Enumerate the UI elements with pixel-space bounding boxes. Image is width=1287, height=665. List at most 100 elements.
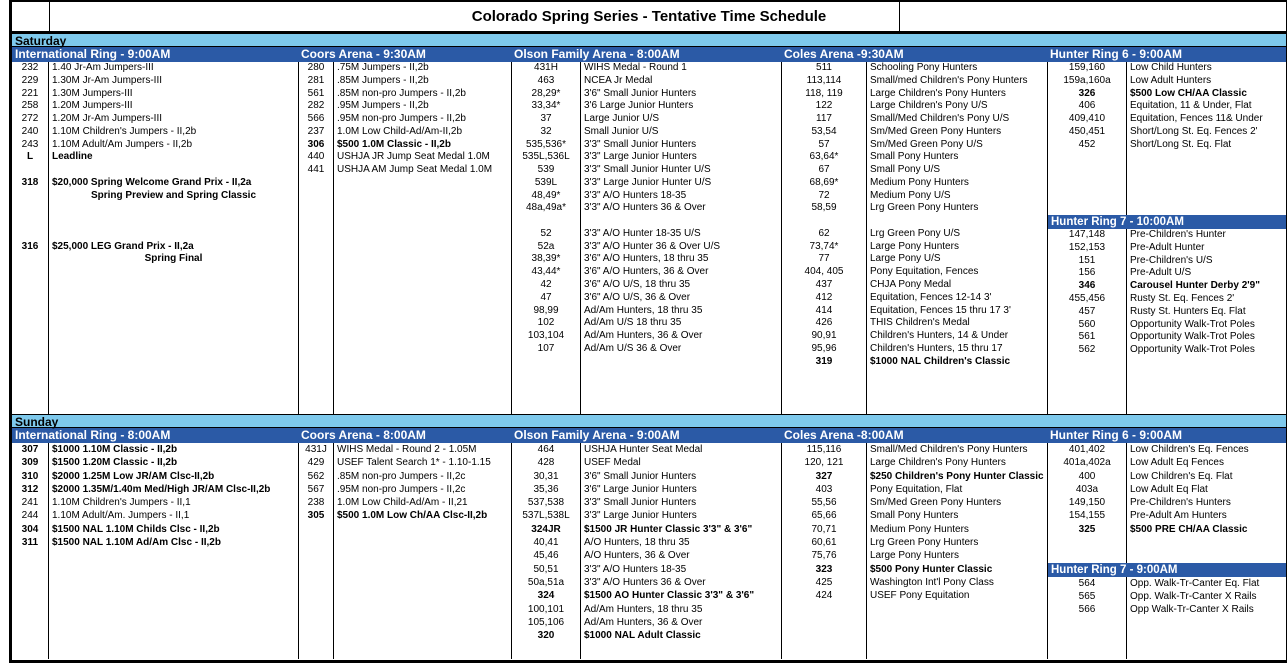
schedule-row (12, 266, 298, 280)
class-description: $1500 AO Hunter Classic 3'3" & 3'6" (584, 590, 755, 602)
schedule-row: 401a,402a Low Adult Eq Fences (1048, 456, 1286, 470)
class-number: 323 (782, 562, 867, 576)
class-description: $500 1.0M Classic - II,2b (337, 138, 451, 150)
class-description (1127, 536, 1286, 549)
class-description: Low Child Hunters (1130, 62, 1212, 73)
class-description (49, 549, 298, 562)
schedule-row (299, 642, 511, 656)
schedule-row: 48a,49a* 3'3" A/O Hunters 36 & Over (512, 202, 781, 216)
class-description (49, 279, 298, 292)
schedule-row (782, 629, 1047, 643)
class-number (299, 304, 334, 318)
class-description (334, 177, 511, 190)
class-number: 43,44* (512, 266, 581, 280)
schedule-row: 30,31 3'6" Small Junior Hunters (512, 469, 781, 483)
class-number (12, 266, 49, 280)
class-number: 404, 405 (782, 266, 867, 280)
schedule-row (299, 176, 511, 190)
schedule-row: 122 Large Children's Pony U/S (782, 100, 1047, 114)
schedule-row: 562 Opportunity Walk-Trot Poles (1048, 344, 1286, 357)
class-number (512, 215, 581, 228)
class-description (867, 629, 1047, 642)
class-number: 535L,536L (512, 151, 581, 165)
arena-header: Coors Arena - 8:00AM (301, 428, 426, 442)
class-number: 562 (299, 469, 334, 483)
class-description: 1.10M Adult/Am. Jumpers - II,1 (52, 510, 190, 522)
filler-number-cell (782, 655, 867, 659)
class-number (299, 176, 334, 190)
class-number (299, 575, 334, 590)
class-description: 3'6" Small Junior Hunters (584, 470, 697, 482)
class-number (1048, 643, 1127, 657)
class-description (49, 266, 298, 279)
class-description: 3'3" Large Junior Hunter U/S (584, 176, 712, 188)
class-description: Rusty St. Hunters Eq. Flat (1130, 305, 1246, 317)
arena-subheader: Hunter Ring 7 - 10:00AM (1048, 215, 1286, 230)
arena-column: 431H WIHS Medal - Round 1 463 NCEA Jr Medal… (511, 62, 781, 414)
schedule-row: 326 $500 Low CH/AA Classic (1048, 87, 1286, 101)
schedule-row (1048, 643, 1286, 657)
class-number: 102 (512, 317, 581, 331)
class-description: Large Children's Pony Hunters (870, 457, 1006, 469)
schedule-row (12, 575, 298, 590)
schedule-row: 73,74* Large Pony Hunters (782, 240, 1047, 254)
schedule-row (12, 304, 298, 318)
schedule-row (512, 642, 781, 656)
class-number: 412 (782, 291, 867, 305)
schedule-row (12, 342, 298, 356)
schedule-row: 55,56 Sm/Med Green Pony Hunters (782, 496, 1047, 510)
class-number (299, 589, 334, 603)
class-number: 113,114 (782, 74, 867, 88)
class-number: 539L (512, 176, 581, 190)
class-description: A/O Hunters, 18 thru 35 (584, 537, 690, 549)
class-description: Sm/Med Green Pony Hunters (870, 125, 1002, 137)
class-number: 307 (12, 443, 49, 457)
class-number: 564 (1048, 576, 1127, 590)
schedule-row: L Leadline (12, 151, 298, 165)
class-description (334, 603, 511, 616)
class-description (334, 317, 511, 330)
class-number: 122 (782, 100, 867, 114)
schedule-row (12, 279, 298, 292)
schedule-row (782, 381, 1047, 394)
class-description (334, 549, 511, 562)
class-number: 38,39* (512, 253, 581, 267)
schedule-row: 28,29* 3'6" Small Junior Hunters (512, 87, 781, 101)
schedule-row (1048, 356, 1286, 370)
arena-header: Olson Family Arena - 8:00AM (514, 47, 680, 61)
class-number: 151 (1048, 254, 1127, 268)
arena-column: 401,402 Low Children's Eq. Fences 401a,402… (1047, 443, 1286, 659)
class-number: 311 (12, 536, 49, 550)
class-description: Pre-Children's U/S (1130, 254, 1213, 266)
filler-number-cell (512, 393, 581, 414)
class-number (512, 368, 581, 382)
schedule-row (1048, 189, 1286, 203)
class-description (334, 253, 511, 266)
schedule-row: 77 Large Pony U/S (782, 253, 1047, 267)
class-description: $1500 NAL 1.10M Ad/Am Clsc - II,2b (52, 537, 221, 549)
class-description (867, 215, 1047, 228)
class-description: Small Junior U/S (584, 125, 659, 137)
class-number: 400 (1048, 469, 1127, 483)
class-number (12, 330, 49, 343)
class-description: Large Pony Hunters (870, 240, 959, 252)
class-number: 241 (12, 496, 49, 510)
class-number (12, 368, 49, 382)
class-description (49, 292, 298, 305)
schedule-row: 98,99 Ad/Am Hunters, 18 thru 35 (512, 304, 781, 318)
class-number: 243 (12, 138, 49, 152)
class-description: Ad/Am U/S 36 & Over (584, 342, 682, 354)
class-description: Children's Hunters, 15 thru 17 (870, 342, 1003, 354)
schedule-row: 57 Sm/Med Green Pony U/S (782, 138, 1047, 152)
schedule-row (12, 227, 298, 241)
schedule-row: 535,536* 3'3" Small Junior Hunters (512, 138, 781, 152)
class-description (1127, 617, 1286, 630)
schedule-row: 149,150 Pre-Children's Hunters (1048, 496, 1286, 510)
class-description (49, 576, 298, 589)
class-description: Spring Preview and Spring Classic (90, 189, 257, 201)
class-number (299, 602, 334, 616)
schedule-row: 65,66 Small Pony Hunters (782, 509, 1047, 523)
filler-number-cell (299, 393, 334, 414)
schedule-row: 221 1.30M Jumpers-III (12, 87, 298, 101)
class-description: Low Adult Eq Flat (1130, 483, 1208, 495)
